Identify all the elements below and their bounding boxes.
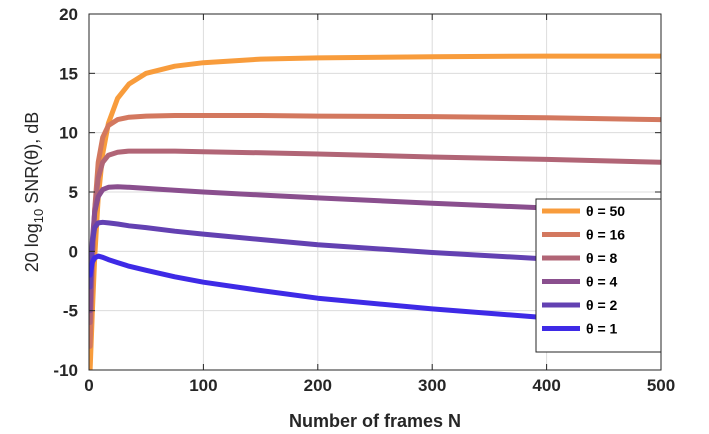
y-axis-label: 20 log10 SNR(θ), dB [22,112,46,273]
series-line-6 [89,253,661,328]
y-tick-label: 20 [59,5,78,24]
x-tick-label: 300 [418,376,446,395]
legend-label: θ = 2 [586,297,618,313]
y-tick-label: 15 [59,64,78,83]
y-axis-label-subscript: 10 [31,209,46,223]
series-line-3 [89,148,661,325]
x-tick-label: 400 [532,376,560,395]
legend-label: θ = 8 [586,250,618,266]
y-tick-labels: -10 -5 0 5 10 15 20 [53,5,78,380]
y-tick-label: -5 [63,302,78,321]
x-tick-label: 0 [84,376,93,395]
legend-label: θ = 4 [586,274,618,290]
legend-label: θ = 50 [586,203,625,219]
y-axis-label-rest: SNR(θ), dB [22,112,42,209]
series-lines [89,53,661,370]
axis-ticks [88,13,662,371]
legend-label: θ = 16 [586,227,625,243]
y-tick-label: 0 [69,242,78,261]
legend: θ = 50 θ = 16 θ = 8 θ = 4 θ = 2 θ = 1 [535,198,662,353]
x-tick-labels: 0 100 200 300 400 500 [84,376,675,395]
x-tick-label: 200 [304,376,332,395]
legend-label: θ = 1 [586,321,618,337]
x-tick-label: 100 [189,376,217,395]
y-tick-label: -10 [53,361,78,380]
series-line-4 [89,184,661,314]
y-axis-label-base: 20 log [22,223,42,272]
y-tick-label: 5 [69,183,78,202]
series-line-5 [89,219,661,290]
y-tick-label: 10 [59,124,78,143]
x-tick-label: 500 [647,376,675,395]
x-axis-label: Number of frames N [289,411,461,431]
